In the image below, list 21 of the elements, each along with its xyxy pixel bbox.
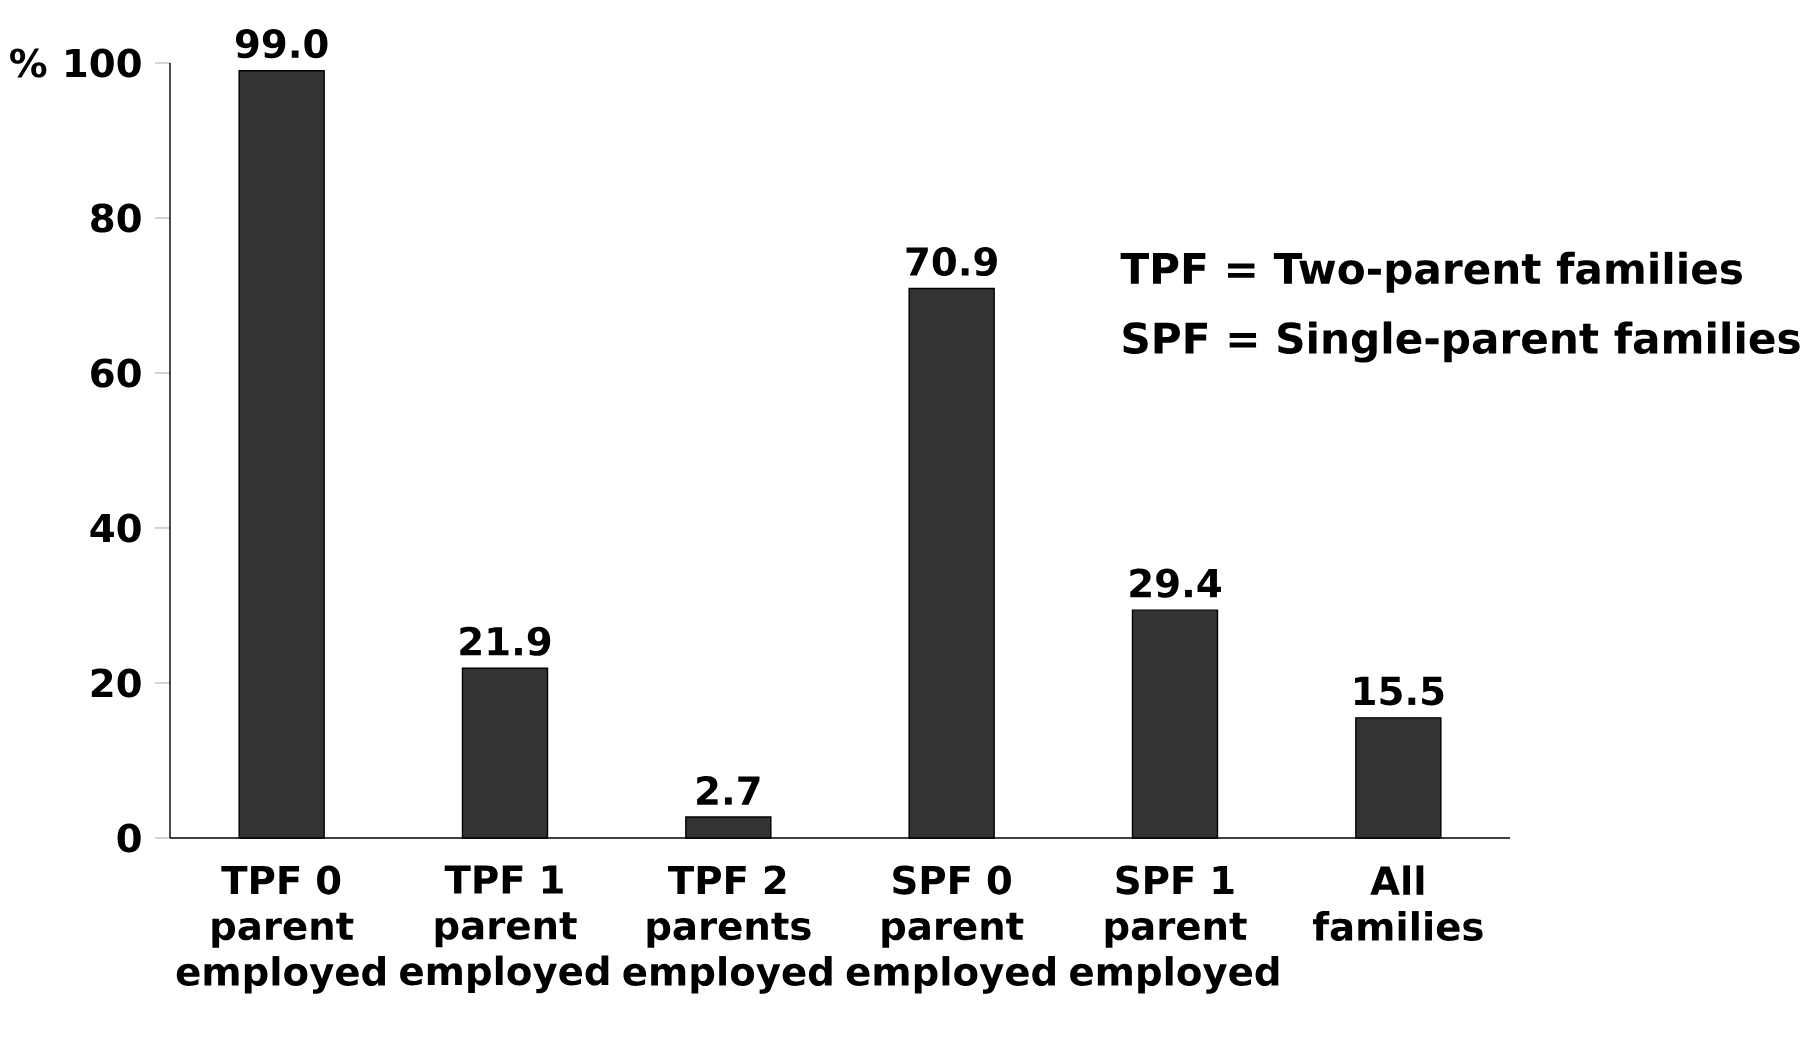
annotation: SPF = Single-parent families bbox=[1123, 321, 1800, 363]
y-tick-label: 0 bbox=[117, 823, 141, 853]
y-tick-label: 100 bbox=[66, 48, 141, 78]
data-label: 29.4 bbox=[1130, 568, 1221, 598]
data-label: 21.9 bbox=[460, 626, 551, 656]
x-tick-label: TPF 1 parent employed bbox=[400, 865, 609, 994]
y-tick-label: 40 bbox=[90, 513, 141, 543]
data-label: 99.0 bbox=[235, 29, 328, 59]
x-tick-label: SPF 1 parent employed bbox=[1070, 865, 1279, 994]
y-tick-label: 60 bbox=[91, 358, 141, 388]
x-tick-label: SPF 0 parent employed bbox=[846, 865, 1055, 994]
data-label: 2.7 bbox=[697, 775, 760, 805]
y-tick-label: 80 bbox=[91, 203, 141, 233]
y-tick-label: 20 bbox=[91, 668, 141, 698]
data-label: 15.5 bbox=[1354, 676, 1444, 706]
data-label: 70.9 bbox=[906, 246, 997, 277]
x-tick-label: All families bbox=[1312, 865, 1483, 942]
x-tick-label: TPF 2 parents employed bbox=[623, 865, 832, 994]
x-tick-label: TPF 0 parent employed bbox=[176, 865, 385, 994]
y-axis-title: % bbox=[10, 48, 47, 78]
annotation: TPF = Two-parent families bbox=[1120, 251, 1742, 293]
